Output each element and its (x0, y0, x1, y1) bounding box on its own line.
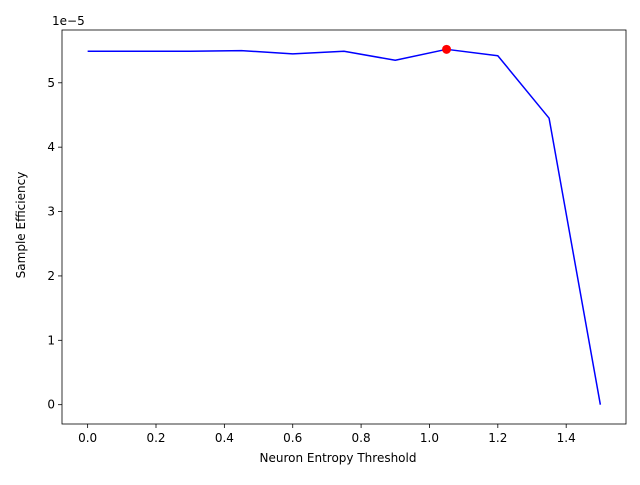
y-tick-label: 0 (47, 398, 55, 412)
x-axis-label: Neuron Entropy Threshold (260, 451, 417, 465)
plot-frame (61, 29, 627, 425)
y-offset-label: 1e−5 (52, 14, 85, 28)
x-tick-label: 0.2 (146, 431, 165, 445)
axes: 0.0 0.2 0.4 0.6 0.8 1.0 1.2 1.4 0 1 2 3 4 5 (47, 29, 627, 445)
highlight-point (442, 44, 452, 54)
y-tick-label: 5 (47, 76, 55, 90)
x-tick-label: 1.4 (557, 431, 576, 445)
x-tick-label: 1.0 (420, 431, 439, 445)
y-tick-label: 4 (47, 140, 55, 154)
x-tick-label: 1.2 (488, 431, 507, 445)
plot-area (87, 44, 602, 405)
y-tick-label: 3 (47, 205, 55, 219)
y-tick-label: 1 (47, 333, 55, 347)
x-tick-label: 0.0 (78, 431, 97, 445)
x-tick-label: 0.4 (215, 431, 234, 445)
y-axis-label: Sample Efficiency (14, 172, 28, 279)
y-tick-label: 2 (47, 269, 55, 283)
x-tick-label: 0.8 (352, 431, 371, 445)
x-tick-label: 0.6 (283, 431, 302, 445)
series-line-0 (87, 48, 602, 405)
